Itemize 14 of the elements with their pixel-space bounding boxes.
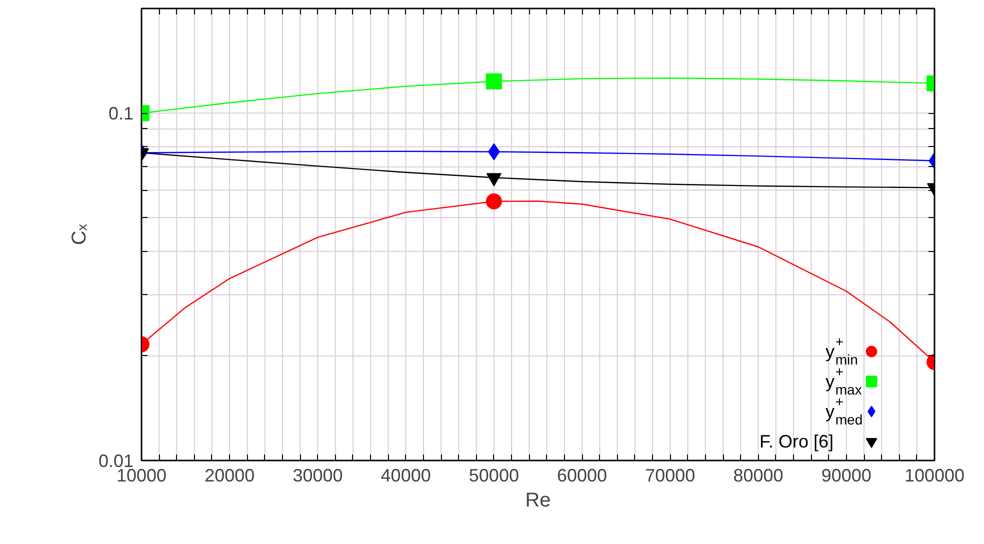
x-tick-label: 30000: [292, 466, 343, 486]
x-tick-label: 70000: [645, 466, 696, 486]
legend-label: F. Oro [6]: [760, 432, 834, 452]
y-axis-title: Cₓ: [68, 224, 90, 246]
x-tick-label: 60000: [557, 466, 608, 486]
x-tick-label: 80000: [733, 466, 784, 486]
x-tick-label: 10000: [116, 466, 167, 486]
x-tick-label: 90000: [821, 466, 872, 486]
x-tick-label: 50000: [468, 466, 519, 486]
x-tick-label: 100000: [904, 466, 965, 486]
x-tick-label: 40000: [380, 466, 431, 486]
x-axis-title: Re: [525, 490, 551, 512]
x-tick-label: 20000: [204, 466, 255, 486]
y-tick-label: 0.1: [108, 104, 134, 124]
